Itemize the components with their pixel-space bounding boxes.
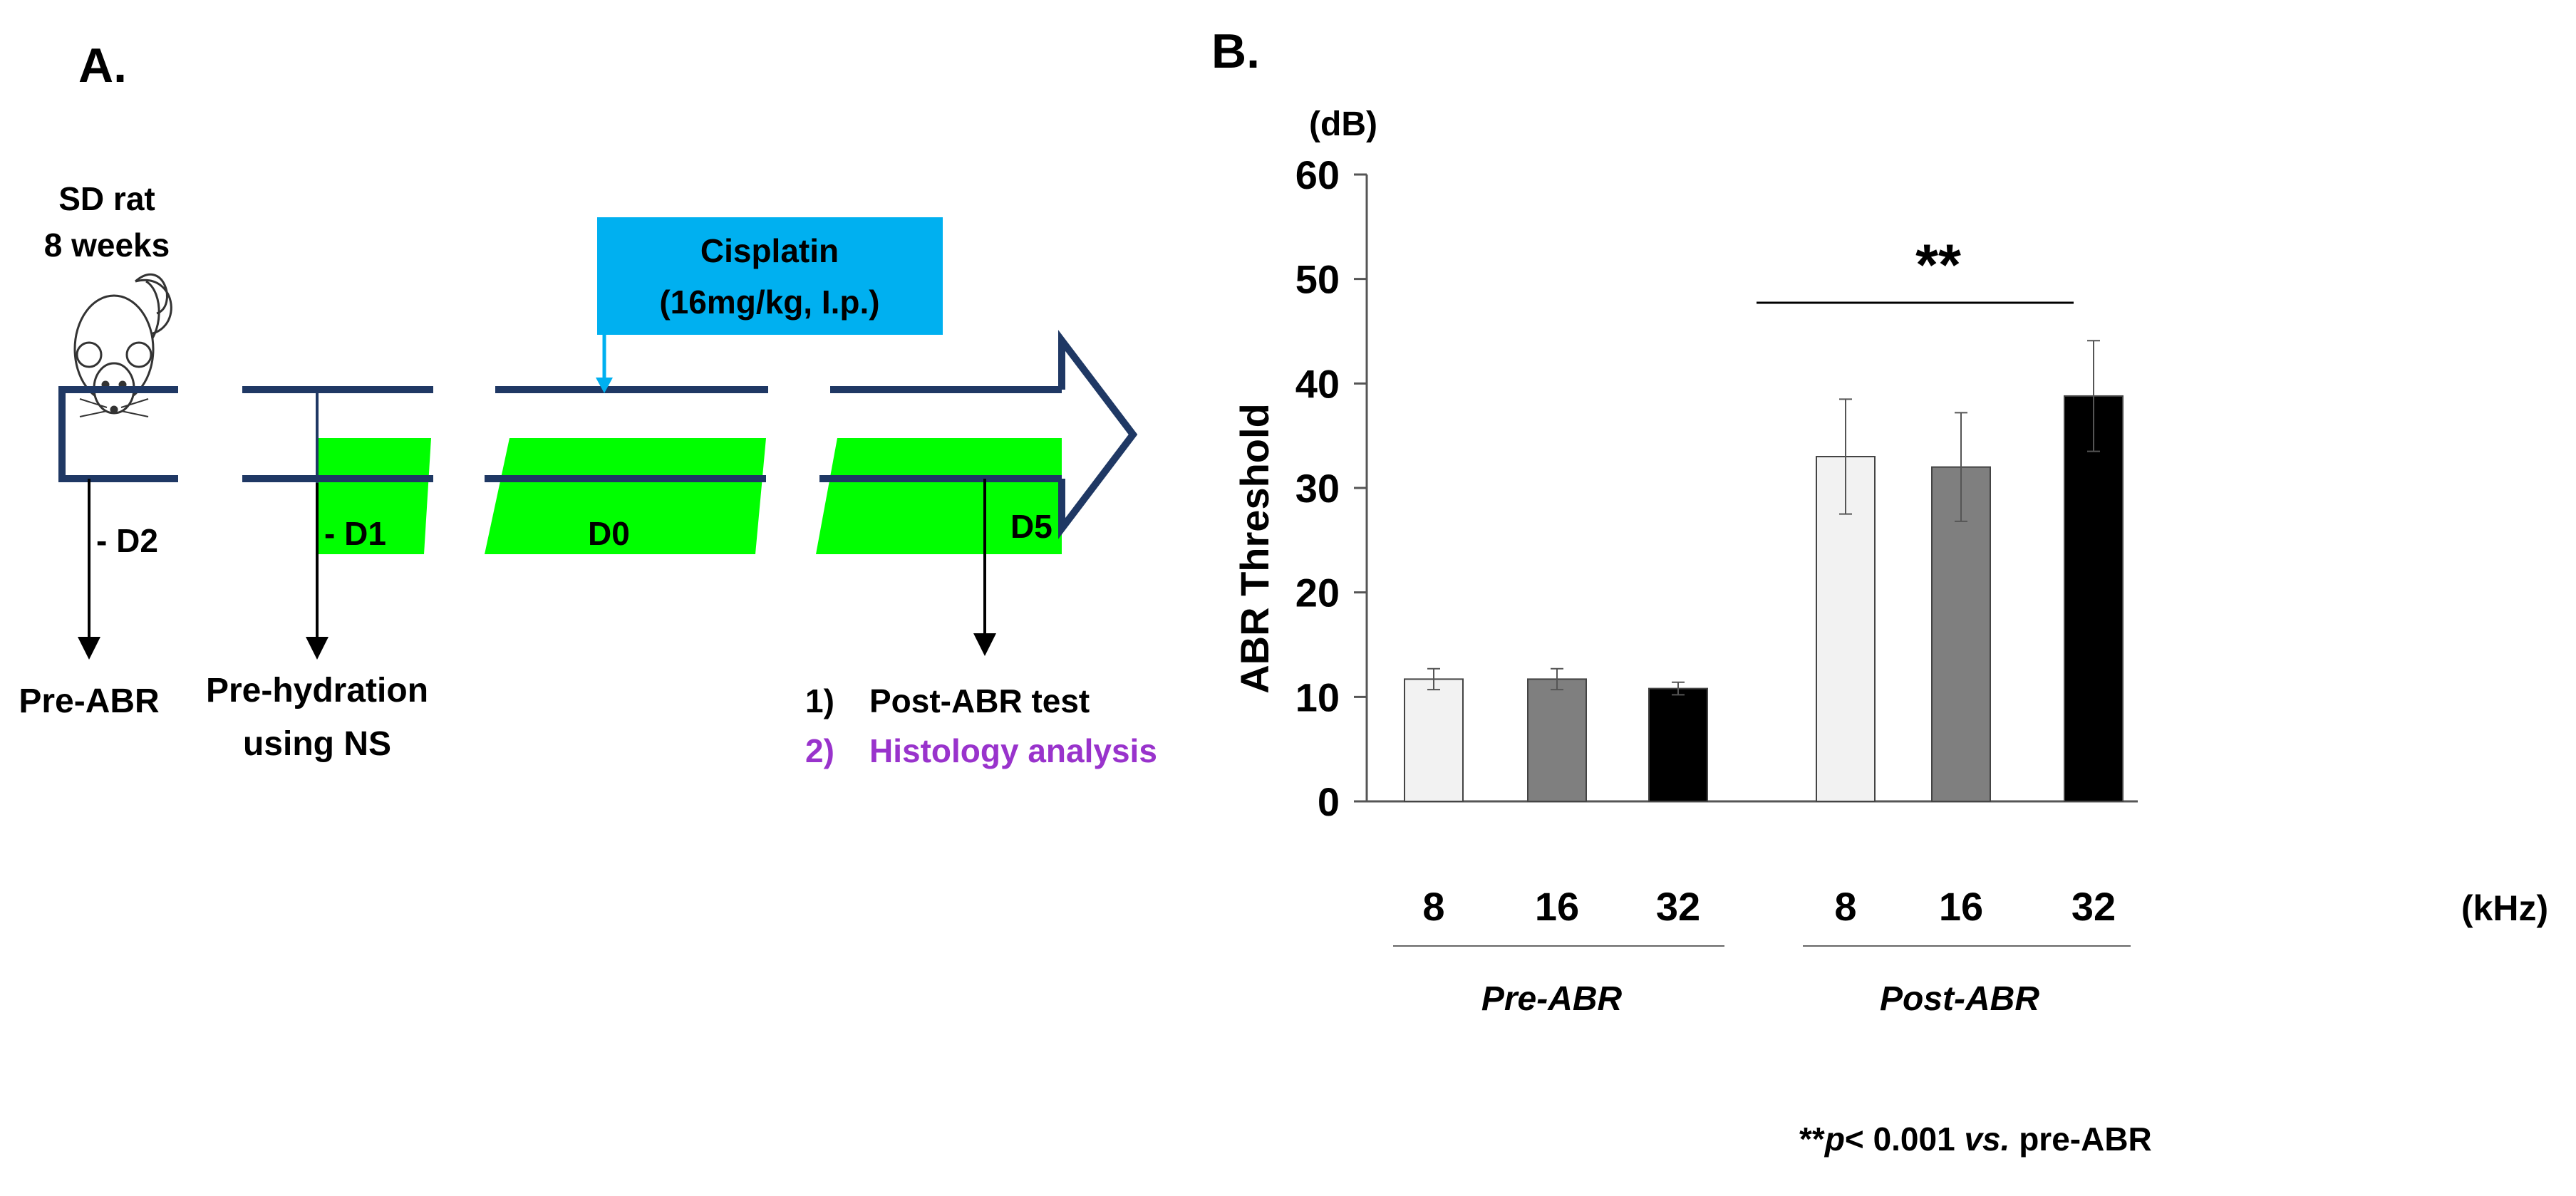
day-label-d5: D5 [1010, 508, 1052, 545]
y-axis-label: ABR Threshold [1232, 403, 1277, 694]
y-tick-label: 0 [1318, 779, 1340, 824]
step-pre-abr: Pre-ABR [19, 682, 159, 720]
y-tick-label: 10 [1295, 675, 1340, 719]
x-tick-label-1: 16 [1535, 884, 1579, 929]
y-tick-label: 30 [1295, 466, 1340, 511]
x-tick-label-2: 32 [1656, 884, 1700, 929]
step-prehydration-line1: Pre-hydration [206, 672, 428, 709]
x-unit-label: (kHz) [2461, 888, 2548, 928]
bar-4 [1931, 466, 1991, 803]
timeline-arrow-head [1058, 330, 1138, 539]
x-tick-label-0: 8 [1422, 884, 1444, 929]
panel-b-label: B. [1211, 24, 1260, 78]
bar-1 [1527, 678, 1587, 803]
panel-a: A. SD rat 8 weeks [19, 38, 1157, 769]
step1-number: 1) [805, 682, 834, 719]
x-tick-label-3: 8 [1834, 884, 1856, 929]
group-label-0: Pre-ABR [1481, 980, 1623, 1018]
animal-label-line2: 8 weeks [44, 227, 170, 264]
panel-a-label: A. [78, 38, 127, 93]
panel-b: B. (dB) ABR Threshold 0 10 20 30 40 50 60 8 16 3… [1211, 24, 2548, 1158]
rat-icon [73, 274, 172, 417]
bar-0 [1404, 678, 1464, 803]
timeline [58, 330, 1138, 554]
day-label-d2: - D2 [96, 522, 158, 559]
drug-label-line1: Cisplatin [700, 232, 839, 269]
treatment-segment-1 [317, 438, 431, 554]
y-tick-labels: 0 10 20 30 40 50 60 [1295, 152, 1340, 824]
step1-text: Post-ABR test [869, 682, 1090, 719]
treatment-segment-3 [816, 438, 1062, 554]
bar-2 [1648, 687, 1708, 802]
error-bars [1427, 340, 2100, 696]
day-label-d1: - D1 [324, 515, 386, 552]
step2-number: 2) [805, 732, 834, 769]
significance-marker: ** [1915, 233, 1961, 298]
treatment-segment-2 [485, 438, 766, 554]
day-label-d0: D0 [588, 515, 630, 552]
drug-box [597, 217, 943, 335]
p-value-footnote: **p< 0.001 vs. pre-ABR [1799, 1120, 2152, 1158]
y-unit-label: (dB) [1309, 105, 1377, 143]
x-tick-labels: 8 16 32 8 16 32 [1422, 884, 2116, 929]
bars [1404, 395, 2124, 803]
step-prehydration-line2: using NS [243, 725, 391, 763]
x-tick-label-5: 32 [2071, 884, 2116, 929]
y-tick-label: 60 [1295, 152, 1340, 197]
x-tick-label-4: 16 [1939, 884, 1983, 929]
chart-axes [1354, 173, 2138, 803]
animal-label-line1: SD rat [58, 180, 155, 217]
group-labels: Pre-ABR Post-ABR [1393, 945, 2131, 1018]
bar-5 [2064, 395, 2124, 802]
y-tick-label: 40 [1295, 361, 1340, 406]
timeline-bracket-d2 [58, 386, 178, 482]
group-label-1: Post-ABR [1880, 980, 2039, 1018]
drug-label-line2: (16mg/kg, I.p.) [659, 284, 879, 321]
step2-text: Histology analysis [869, 732, 1157, 769]
y-tick-label: 50 [1295, 257, 1340, 302]
y-tick-label: 20 [1295, 571, 1340, 615]
